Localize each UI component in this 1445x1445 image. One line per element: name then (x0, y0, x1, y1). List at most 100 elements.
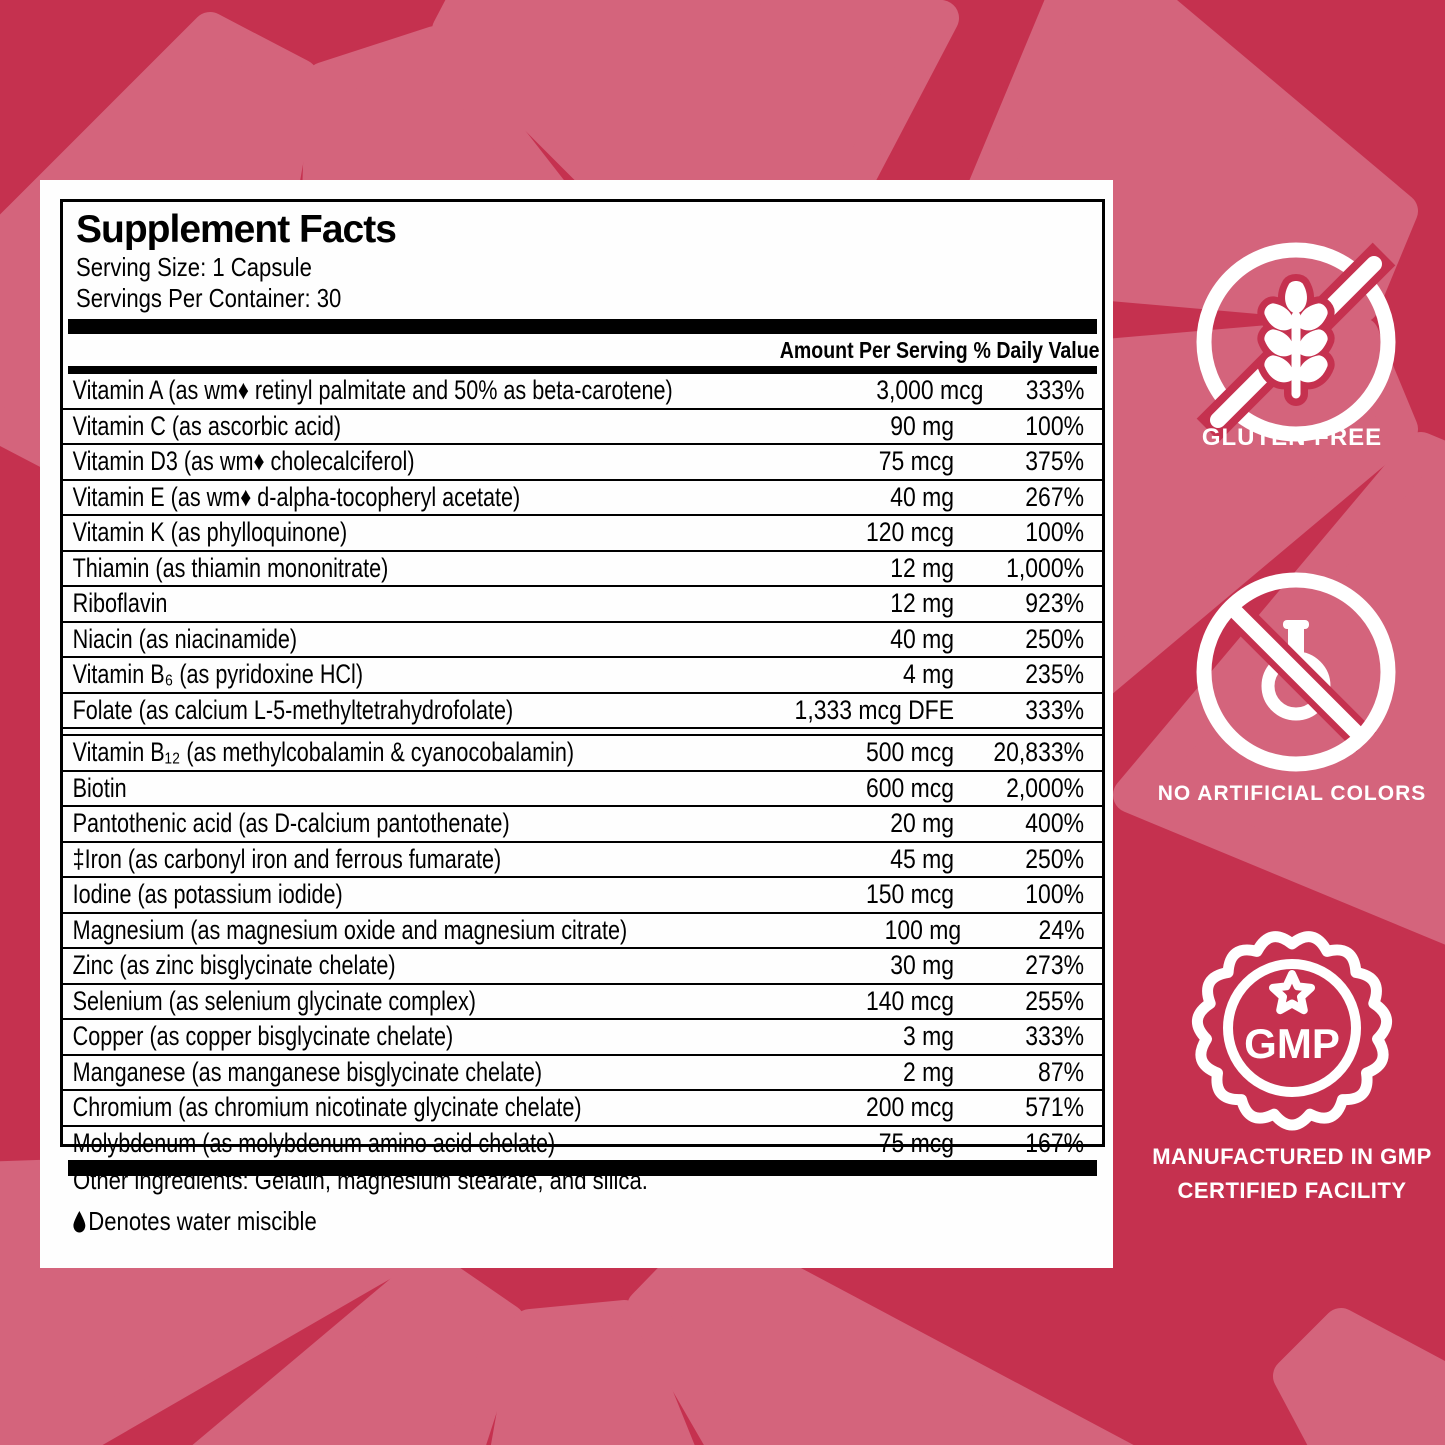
ingredient-amount: 3 mg (902, 1021, 954, 1052)
ingredient-name: ‡Iron (as carbonyl iron and ferrous fuma… (72, 843, 502, 874)
supplement-facts-box: Supplement Facts Serving Size: 1 Capsule… (60, 199, 1105, 1176)
ingredient-daily-value: 1,000% (1006, 552, 1084, 583)
section-divider (63, 727, 1102, 736)
footnote-text: Denotes water miscible (88, 1206, 317, 1236)
ingredient-amount: 140 mcg (865, 985, 954, 1016)
gluten-free-icon (1196, 242, 1396, 442)
ingredient-daily-value: 235% (1025, 659, 1084, 690)
ingredient-daily-value: 333% (1025, 694, 1084, 725)
table-row: Niacin (as niacinamide) 40 mg 250% (63, 620, 1102, 657)
ingredient-name: Magnesium (as magnesium oxide and magnes… (72, 914, 628, 945)
serving-size: Serving Size: 1 Capsule (76, 252, 312, 282)
divider-bar-header (68, 366, 1097, 374)
table-row: Vitamin B₆ (as pyridoxine HCl) 4 mg 235% (63, 656, 1102, 692)
table-row: Magnesium (as magnesium oxide and magnes… (63, 911, 1102, 948)
ingredient-amount: 45 mg (890, 843, 954, 874)
table-row: Vitamin E (as wm♦ d-alpha-tocopheryl ace… (63, 478, 1102, 515)
divider-bar-top (68, 319, 1097, 334)
ingredient-daily-value: 87% (1038, 1056, 1084, 1087)
table-row: Vitamin K (as phylloquinone) 120 mcg 100% (63, 514, 1102, 550)
page-title: Supplement Facts (76, 208, 397, 251)
table-row: Vitamin B₁₂ (as methylcobalamin & cyanoc… (63, 736, 1102, 770)
ingredient-daily-value: 24% (1038, 914, 1084, 945)
table-row: Pantothenic acid (as D-calcium pantothen… (63, 805, 1102, 841)
ingredient-daily-value: 333% (1025, 375, 1084, 406)
ingredient-amount: 30 mg (890, 950, 954, 981)
table-row: Molybdenum (as molybdenum amino acid che… (63, 1124, 1102, 1161)
ingredient-daily-value: 255% (1025, 985, 1084, 1016)
ingredient-name: Thiamin (as thiamin mononitrate) (72, 552, 389, 583)
gmp-seal-icon: GMP (1191, 931, 1393, 1131)
ingredient-name: Manganese (as manganese bisglycinate che… (72, 1056, 543, 1087)
ingredient-amount: 100 mg (884, 914, 962, 945)
ingredient-name: Vitamin C (as ascorbic acid) (72, 410, 342, 441)
ingredient-name: Riboflavin (72, 588, 168, 619)
ingredient-name: Selenium (as selenium glycinate complex) (72, 985, 476, 1016)
gluten-free-label: GLUTEN FREE (1201, 424, 1383, 451)
ingredient-name: Niacin (as niacinamide) (72, 623, 298, 654)
ingredient-amount: 75 mcg (878, 446, 954, 477)
table-row: Riboflavin 12 mg 923% (63, 585, 1102, 621)
ingredient-amount: 40 mg (890, 481, 954, 512)
ingredient-name: Chromium (as chromium nicotinate glycina… (72, 1092, 582, 1123)
ingredient-daily-value: 250% (1025, 843, 1084, 874)
ingredient-daily-value: 375% (1025, 446, 1084, 477)
servings-per-container: Servings Per Container: 30 (76, 283, 342, 313)
other-ingredients: Other ingredients: Gelatin, magnesium st… (73, 1165, 648, 1195)
ingredient-amount: 2 mg (902, 1056, 954, 1087)
ingredient-name: Pantothenic acid (as D-calcium pantothen… (72, 808, 510, 839)
table-row: Iodine (as potassium iodide) 150 mcg 100% (63, 876, 1102, 912)
ingredient-amount: 200 mcg (865, 1092, 954, 1123)
gmp-label-line2: CERTIFIED FACILITY (1177, 1178, 1407, 1203)
table-row: Copper (as copper bisglycinate chelate) 3… (63, 1018, 1102, 1054)
ingredient-daily-value: 167% (1025, 1127, 1084, 1158)
ingredient-name: Iodine (as potassium iodide) (72, 879, 343, 910)
ingredient-name: Biotin (72, 772, 127, 803)
ingredient-daily-value: 923% (1025, 588, 1084, 619)
table-row: Biotin 600 mcg 2,000% (63, 769, 1102, 806)
column-header-amount: Amount Per Serving (779, 336, 968, 363)
ingredient-daily-value: 400% (1025, 808, 1084, 839)
water-droplet-icon (73, 1210, 86, 1232)
ingredient-name: Vitamin E (as wm♦ d-alpha-tocopheryl ace… (72, 481, 521, 512)
ingredient-daily-value: 333% (1025, 1021, 1084, 1052)
ingredient-name: Vitamin A (as wm♦ retinyl palmitate and … (72, 375, 673, 406)
ingredient-name: Copper (as copper bisglycinate chelate) (72, 1021, 454, 1052)
ingredient-daily-value: 100% (1025, 410, 1084, 441)
ingredient-name: Vitamin K (as phylloquinone) (72, 517, 348, 548)
ingredient-daily-value: 20,833% (993, 737, 1084, 768)
ingredient-daily-value: 250% (1025, 623, 1084, 654)
ingredient-name: Vitamin B₁₂ (as methylcobalamin & cyanoc… (72, 737, 575, 768)
wheat-icon (1259, 281, 1333, 399)
ingredient-amount: 600 mcg (865, 772, 954, 803)
supplement-facts-panel: Supplement Facts Serving Size: 1 Capsule… (40, 180, 1113, 1268)
table-row: Thiamin (as thiamin mononitrate) 12 mg 1,0… (63, 549, 1102, 586)
divider-bar-bottom (68, 1160, 1097, 1176)
ingredient-name: Zinc (as zinc bisglycinate chelate) (72, 950, 396, 981)
table-row: Zinc (as zinc bisglycinate chelate) 30 mg… (63, 947, 1102, 983)
table-row: Manganese (as manganese bisglycinate che… (63, 1053, 1102, 1090)
ingredient-amount: 500 mcg (865, 737, 954, 768)
table-row: ‡Iron (as carbonyl iron and ferrous fuma… (63, 840, 1102, 877)
ingredient-amount: 75 mcg (878, 1127, 954, 1158)
ingredient-amount: 40 mg (890, 623, 954, 654)
ingredient-amount: 150 mcg (865, 879, 954, 910)
gmp-certified-label: MANUFACTURED IN GMP CERTIFIED FACILITY (1132, 1140, 1445, 1208)
table-row: Selenium (as selenium glycinate complex)… (63, 982, 1102, 1019)
table-row: Chromium (as chromium nicotinate glycina… (63, 1089, 1102, 1125)
ingredient-daily-value: 273% (1025, 950, 1084, 981)
ingredient-amount: 12 mg (890, 552, 954, 583)
gmp-seal-text: GMP (1244, 1020, 1340, 1067)
table-row: Folate (as calcium L-5-methyltetrahydrof… (63, 691, 1102, 728)
ingredient-amount: 20 mg (890, 808, 954, 839)
ingredient-amount: 90 mg (890, 410, 954, 441)
ingredient-amount: 1,333 mcg DFE (794, 694, 954, 725)
facts-table-rows: Vitamin A (as wm♦ retinyl palmitate and … (63, 374, 1102, 1160)
ingredient-daily-value: 100% (1025, 879, 1084, 910)
ingredient-amount: 3,000 mcg (876, 375, 984, 406)
ingredient-amount: 4 mg (902, 659, 954, 690)
no-artificial-colors-label: NO ARTIFICIAL COLORS (1157, 782, 1427, 805)
ingredient-daily-value: 267% (1025, 481, 1084, 512)
table-column-headers: Amount Per Serving % Daily Value (63, 334, 1102, 366)
ingredient-amount: 12 mg (890, 588, 954, 619)
